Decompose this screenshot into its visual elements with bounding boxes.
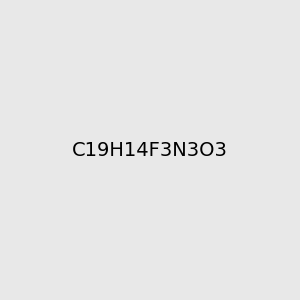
Text: C19H14F3N3O3: C19H14F3N3O3	[72, 140, 228, 160]
